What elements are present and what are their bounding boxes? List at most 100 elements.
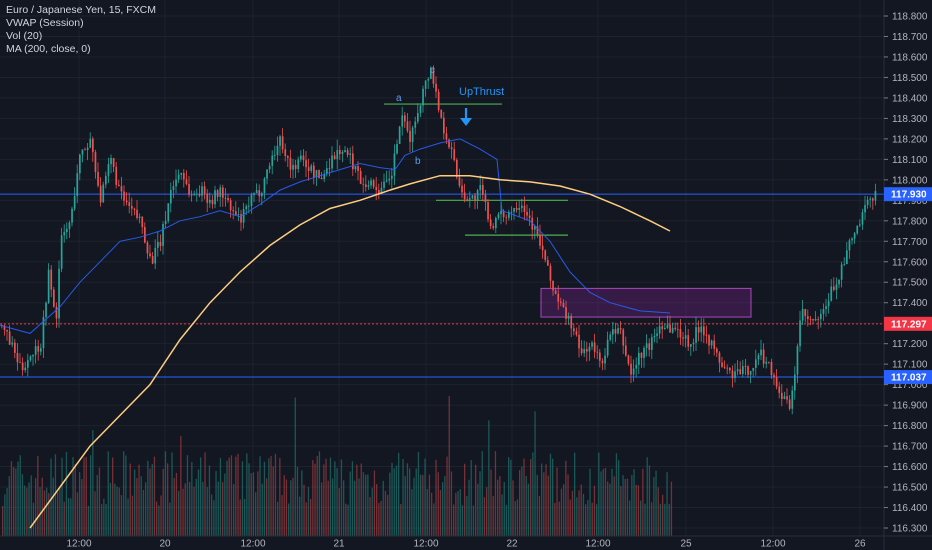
volume-bar [373, 470, 376, 536]
candle-body [534, 226, 536, 230]
volume-bar [457, 491, 459, 536]
candle-body [388, 178, 391, 181]
volume-bar [274, 453, 277, 536]
volume-bar [246, 453, 248, 536]
candle-body [812, 319, 814, 321]
candle-body [175, 179, 177, 187]
volume-bar [250, 473, 252, 536]
candle-body [838, 279, 840, 285]
volume-bar [536, 474, 538, 536]
candle-body [34, 346, 37, 355]
volume-bar [129, 463, 131, 536]
price-badge-label-1: 117.297 [891, 319, 927, 330]
volume-bar [332, 478, 334, 536]
volume-bar [178, 491, 180, 536]
volume-bar [2, 505, 4, 536]
volume-bar [48, 493, 50, 536]
volume-bar [118, 487, 120, 536]
volume-bar [270, 456, 272, 536]
candle-body [653, 335, 656, 338]
annotation-upthrust: UpThrust [459, 86, 504, 98]
candle-body [612, 329, 614, 335]
candle-body [570, 316, 573, 329]
candle-body [669, 324, 671, 333]
volume-bar [303, 484, 305, 536]
volume-bar [151, 464, 153, 536]
volume-bar [354, 480, 356, 536]
volume-bar [387, 494, 389, 536]
candle-body [42, 317, 45, 349]
volume-bar [272, 466, 274, 536]
candle-body [765, 361, 768, 364]
candle-body [476, 190, 479, 200]
candle-body [359, 171, 362, 184]
volume-bar [589, 468, 591, 536]
y-tick-label: 116.700 [892, 442, 928, 453]
candle-body [430, 67, 432, 79]
candle-body [456, 160, 458, 178]
candle-body [651, 337, 653, 350]
volume-bar [351, 461, 354, 536]
volume-bar [499, 476, 501, 536]
candle-body [762, 349, 765, 364]
candle-body [466, 199, 469, 200]
candle-body [508, 211, 510, 218]
candle-body [833, 286, 835, 290]
y-tick-label: 116.500 [892, 483, 928, 494]
legend-ma200[interactable]: MA (200, close, 0) [6, 43, 91, 55]
candle-body [310, 165, 313, 171]
volume-bar [37, 456, 39, 536]
volume-bar [618, 460, 620, 536]
candle-body [279, 136, 281, 146]
candle-body [521, 205, 523, 208]
volume-bar [222, 482, 224, 536]
candle-body [414, 121, 417, 128]
volume-bar [248, 463, 250, 536]
volume-bar [446, 456, 448, 536]
volume-bar [96, 474, 98, 536]
candle-body [131, 206, 133, 209]
volume-bar [556, 467, 558, 536]
volume-bar [310, 499, 312, 536]
volume-bar [158, 505, 160, 536]
volume-bar [156, 501, 158, 536]
volume-bar [171, 452, 173, 536]
candle-body [40, 348, 42, 352]
legend-symbol[interactable]: Euro / Japanese Yen, 15, FXCM [6, 4, 157, 16]
volume-bar [41, 477, 43, 536]
volume-bar [285, 479, 288, 536]
volume-bar [420, 474, 422, 536]
candle-body [708, 335, 710, 346]
volume-bar [644, 503, 646, 536]
candle-body [180, 172, 183, 175]
candle-body [183, 172, 185, 180]
candle-body [539, 234, 541, 246]
candle-body [601, 360, 604, 364]
candle-body [671, 327, 674, 333]
candle-body [458, 177, 461, 186]
price-badge-1 [884, 316, 932, 331]
candle-body [16, 352, 19, 363]
volume-bar [68, 498, 70, 536]
candle-body [752, 367, 755, 371]
volume-bar [299, 496, 301, 536]
volume-bar [552, 458, 554, 536]
legend-volume[interactable]: Vol (20) [6, 30, 43, 42]
legend-vwap[interactable]: VWAP (Session) [6, 17, 84, 29]
volume-bar [376, 484, 378, 536]
candle-body [214, 190, 216, 205]
volume-bar [6, 487, 8, 536]
volume-bar [490, 469, 492, 536]
candle-body [380, 187, 383, 194]
candle-body [869, 198, 872, 200]
candle-body [294, 164, 297, 170]
candle-body [734, 371, 736, 379]
volume-bar [477, 483, 479, 536]
volume-bar [527, 483, 530, 536]
volume-bar [369, 497, 371, 536]
volume-bar [549, 453, 552, 536]
candle-body [744, 366, 747, 367]
volume-bar [567, 474, 569, 536]
candle-body [505, 217, 508, 218]
candle-body [261, 193, 263, 197]
